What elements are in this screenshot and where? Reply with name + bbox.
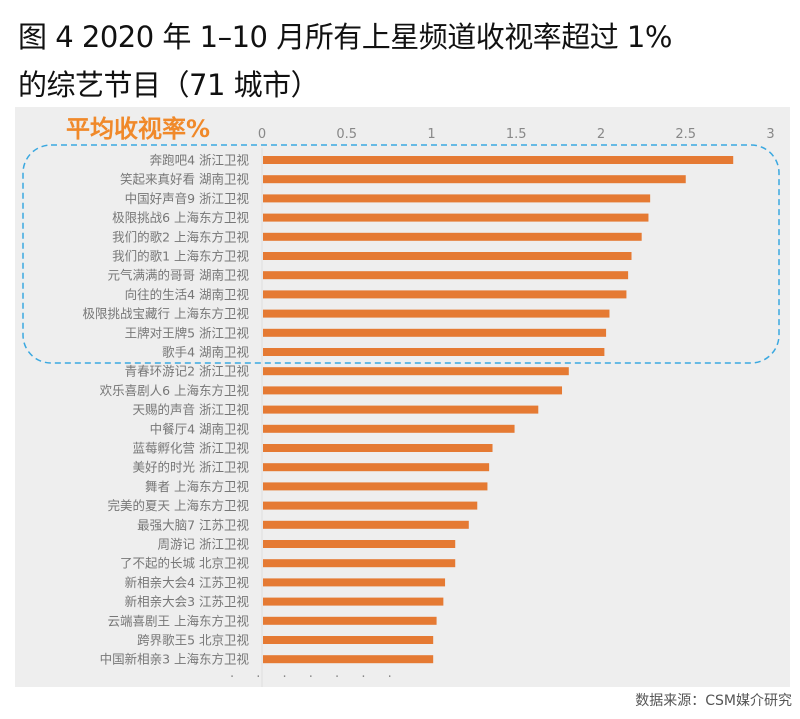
category-label: 周游记 浙江卫视 [158, 537, 250, 552]
category-label: 中国新相亲3 上海东方卫视 [100, 652, 250, 667]
bar [263, 540, 456, 548]
bar [263, 290, 627, 299]
category-label: 极限挑战6 上海东方卫视 [112, 210, 249, 225]
category-label: 笑起来真好看 湖南卫视 [120, 172, 249, 187]
category-label: 中国好声音9 浙江卫视 [125, 191, 250, 206]
category-label: 跨界歌王5 北京卫视 [137, 633, 249, 648]
bar [263, 616, 437, 625]
category-label: 极限挑战宝藏行 上海东方卫视 [83, 306, 250, 321]
category-label: 青春环游记2 浙江卫视 [125, 364, 250, 379]
chart-title-line-2: 的综艺节目（71 城市） [18, 68, 320, 102]
category-label: 元气满满的哥哥 湖南卫视 [108, 268, 250, 283]
category-label: 舞者 上海东方卫视 [145, 479, 249, 494]
highlight-box [22, 144, 780, 364]
x-axis-ticks: 0 0.5 1 1.5 2 2.5 3 [258, 127, 775, 142]
data-source: 数据来源：CSM媒介研究 [635, 693, 792, 709]
bar [263, 424, 515, 433]
x-tick-label: 0 [258, 127, 266, 142]
category-label: 了不起的长城 北京卫视 [120, 556, 249, 571]
bar [263, 156, 734, 164]
bars [263, 156, 734, 664]
metric-label: 平均收视率% [66, 115, 211, 143]
category-label: 最强大脑7 江苏卫视 [137, 517, 249, 532]
bar [263, 213, 649, 222]
bar [263, 405, 539, 414]
category-label: 云端喜剧王 上海东方卫视 [108, 613, 250, 628]
bar [263, 597, 444, 606]
bar [263, 194, 651, 203]
category-label: 我们的歌1 上海东方卫视 [112, 249, 249, 264]
bar [263, 232, 642, 241]
category-label: 歌手4 湖南卫视 [162, 345, 249, 360]
bar [263, 559, 456, 568]
x-tick-label: 1 [427, 127, 435, 142]
bar [263, 271, 629, 280]
x-tick-label: 0.5 [336, 127, 357, 142]
bar [263, 252, 632, 260]
x-tick-label: 2 [597, 127, 605, 142]
category-label: 欢乐喜剧人6 上海东方卫视 [100, 383, 250, 398]
bar [263, 367, 569, 376]
category-label: 王牌对王牌5 浙江卫视 [125, 325, 250, 340]
bar [263, 501, 478, 510]
bar [263, 578, 446, 587]
x-tick-label: 1.5 [506, 127, 527, 142]
bar [263, 655, 434, 664]
x-tick-label: 2.5 [675, 127, 696, 142]
bar [263, 309, 610, 318]
category-label: 完美的夏天 上海东方卫视 [108, 498, 250, 513]
category-label: 新相亲大会3 江苏卫视 [125, 594, 250, 609]
category-label: 中餐厅4 湖南卫视 [150, 421, 250, 436]
bar [263, 386, 563, 395]
category-label: 新相亲大会4 江苏卫视 [125, 575, 250, 590]
chart-panel [15, 107, 790, 687]
bar [263, 175, 686, 184]
category-label: 蓝莓孵化营 浙江卫视 [133, 441, 250, 456]
category-label: 奔跑吧4 浙江卫视 [150, 153, 250, 168]
bar [263, 463, 490, 472]
bar [263, 444, 493, 452]
chart-title-line-1: 图 4 2020 年 1–10 月所有上星频道收视率超过 1% [18, 20, 672, 54]
bar [263, 520, 469, 529]
continuation-dots: · · · · · · · [230, 670, 401, 685]
bar [263, 482, 488, 491]
category-label: 向往的生活4 湖南卫视 [125, 287, 250, 302]
category-label: 美好的时光 浙江卫视 [133, 460, 250, 475]
category-label: 天赐的声音 浙江卫视 [133, 402, 250, 417]
bar [263, 328, 607, 337]
bar [263, 636, 434, 644]
category-label: 我们的歌2 上海东方卫视 [112, 229, 249, 244]
x-tick-label: 3 [766, 127, 774, 142]
bar [263, 348, 605, 356]
